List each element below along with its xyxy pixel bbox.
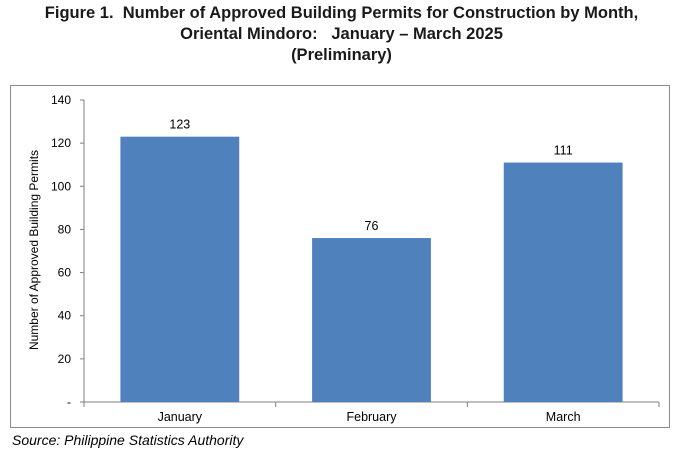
y-tick-label: 40 [58,309,72,323]
x-axis: January February March [83,401,660,424]
source-note: Source: Philippine Statistics Authority [12,432,244,448]
y-tick-label: 100 [51,179,71,193]
y-axis: - 20 40 60 80 100 120 140 [51,93,85,409]
data-label-january: 123 [169,118,190,132]
data-label-february: 76 [365,219,379,233]
bar-march [503,162,623,402]
data-labels: 123 76 111 [169,118,572,233]
y-tick-label: 140 [51,93,71,107]
y-axis-title: Number of Approved Building Permits [27,150,41,350]
x-tick-label-february: February [346,410,397,424]
title-line-3: (Preliminary) [291,46,392,64]
y-tick-label: 80 [58,222,72,236]
x-tick-label-march: March [546,410,581,424]
x-tick-label-january: January [158,410,203,424]
bars [120,136,623,402]
y-tick-label: - [67,395,71,409]
data-label-march: 111 [554,144,573,158]
y-tick-label: 60 [58,266,72,280]
bar-february [312,238,431,402]
chart-frame [10,85,670,428]
bar-january [120,136,240,402]
title-line-2: Oriental Mindoro: January – March 2025 [180,25,503,43]
y-tick-label: 120 [51,136,71,150]
chart-title: Figure 1. Number of Approved Building Pe… [0,3,683,66]
y-tick-label: 20 [58,352,72,366]
title-line-1: Figure 1. Number of Approved Building Pe… [44,4,639,22]
